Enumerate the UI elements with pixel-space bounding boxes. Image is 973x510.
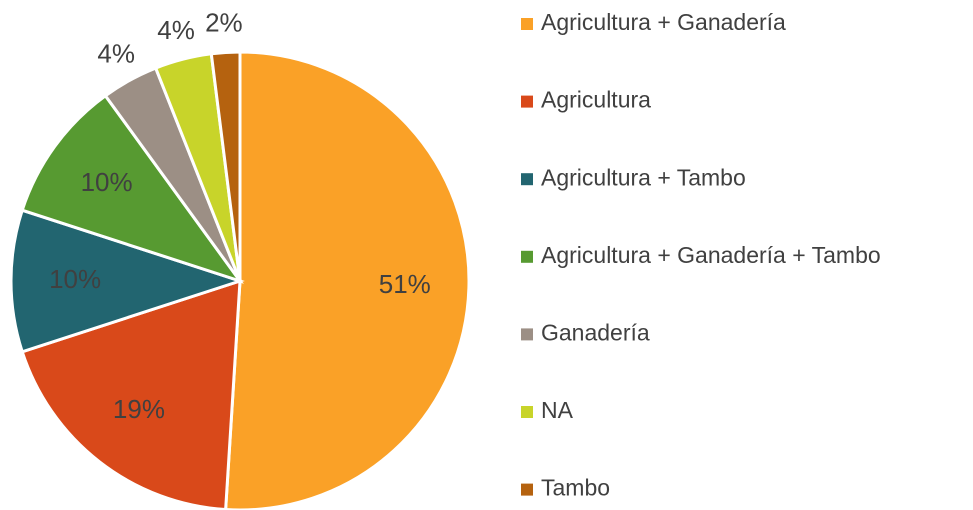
pie-slice — [209, 50, 242, 282]
legend-label: Ganadería — [541, 319, 650, 345]
legend-swatch — [521, 250, 533, 263]
legend-label: Agricultura + Tambo — [541, 164, 746, 190]
data-label: 19% — [113, 394, 165, 424]
legend-label: Agricultura — [541, 87, 651, 113]
pie-slice — [20, 278, 242, 510]
legend-swatch — [521, 328, 533, 341]
pie-slice — [224, 50, 471, 510]
data-label: 51% — [379, 269, 431, 299]
legend-label: NA — [541, 397, 574, 423]
legend-swatch — [521, 95, 533, 108]
legend-label: Agricultura + Ganadería + Tambo — [541, 242, 881, 268]
pie-slice — [20, 93, 244, 284]
legend-label: Agricultura + Ganadería — [541, 9, 786, 35]
legend-swatch — [521, 406, 533, 418]
legend-swatch — [521, 483, 533, 496]
data-label: 2% — [205, 7, 243, 37]
data-label: 4% — [97, 39, 135, 69]
pie-slice — [9, 208, 245, 354]
legend-label: Tambo — [541, 475, 610, 501]
data-label: 10% — [49, 264, 101, 294]
data-label: 10% — [81, 167, 133, 197]
legend-swatch — [521, 173, 533, 186]
data-label: 4% — [157, 15, 195, 45]
legend-swatch — [521, 18, 533, 30]
